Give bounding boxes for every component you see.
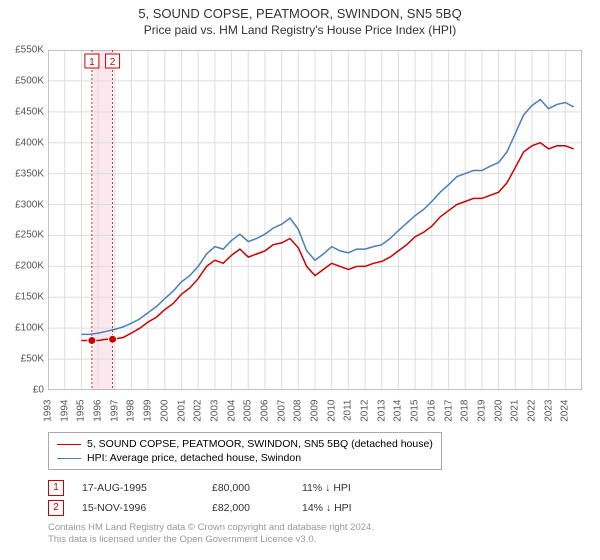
- x-tick-label: 2015: [410, 400, 421, 422]
- footer: Contains HM Land Registry data © Crown c…: [48, 522, 374, 547]
- legend-item: HPI: Average price, detached house, Swin…: [57, 451, 433, 465]
- x-tick-label: 2006: [259, 400, 270, 422]
- sales-table: 1 17-AUG-1995£80,00011% ↓ HPI 2 15-NOV-1996…: [48, 478, 392, 518]
- x-tick-label: 1994: [59, 400, 70, 422]
- x-tick-label: 2003: [209, 400, 220, 422]
- x-tick-label: 2005: [243, 400, 254, 422]
- x-tick-label: 2002: [193, 400, 204, 422]
- x-tick-label: 2012: [360, 400, 371, 422]
- y-tick-label: £50K: [21, 354, 44, 365]
- y-tick-label: £200K: [15, 261, 44, 272]
- legend-label: 5, SOUND COPSE, PEATMOOR, SWINDON, SN5 5…: [87, 438, 433, 450]
- y-tick-label: £100K: [15, 323, 44, 334]
- sale-delta: 14% ↓ HPI: [302, 502, 392, 514]
- x-tick-label: 2018: [460, 400, 471, 422]
- y-tick-label: £550K: [15, 45, 44, 56]
- legend-item: 5, SOUND COPSE, PEATMOOR, SWINDON, SN5 5…: [57, 437, 433, 451]
- x-tick-label: 2009: [310, 400, 321, 422]
- svg-text:2: 2: [110, 57, 116, 68]
- sale-row: 2 15-NOV-1996£82,00014% ↓ HPI: [48, 498, 392, 518]
- sale-date: 17-AUG-1995: [82, 482, 212, 494]
- x-tick-label: 2000: [159, 400, 170, 422]
- x-tick-label: 2016: [426, 400, 437, 422]
- x-tick-label: 2007: [276, 400, 287, 422]
- footer-line-2: This data is licensed under the Open Gov…: [48, 534, 374, 546]
- x-tick-label: 2014: [393, 400, 404, 422]
- y-tick-label: £0: [33, 385, 44, 396]
- sale-date: 15-NOV-1996: [82, 502, 212, 514]
- x-tick-label: 2010: [326, 400, 337, 422]
- plot-area: 12: [48, 50, 582, 390]
- x-tick-label: 2004: [226, 400, 237, 422]
- x-axis: 1993199419951996199719981999200020012002…: [48, 390, 582, 430]
- legend: 5, SOUND COPSE, PEATMOOR, SWINDON, SN5 5…: [48, 432, 442, 470]
- x-tick-label: 2008: [293, 400, 304, 422]
- legend-label: HPI: Average price, detached house, Swin…: [87, 452, 301, 464]
- y-tick-label: £250K: [15, 230, 44, 241]
- sale-row: 1 17-AUG-1995£80,00011% ↓ HPI: [48, 478, 392, 498]
- x-tick-label: 1997: [109, 400, 120, 422]
- x-tick-label: 2017: [443, 400, 454, 422]
- sale-marker: 2: [48, 500, 64, 516]
- legend-swatch: [57, 458, 81, 459]
- x-tick-label: 2013: [376, 400, 387, 422]
- x-tick-label: 2011: [343, 400, 354, 422]
- x-tick-label: 2024: [560, 400, 571, 422]
- sale-delta: 11% ↓ HPI: [302, 482, 392, 494]
- y-tick-label: £350K: [15, 168, 44, 179]
- sale-price: £82,000: [212, 502, 302, 514]
- svg-text:1: 1: [89, 57, 95, 68]
- footer-line-1: Contains HM Land Registry data © Crown c…: [48, 522, 374, 534]
- chart-svg: 12: [48, 50, 582, 390]
- y-axis: £0£50K£100K£150K£200K£250K£300K£350K£400…: [0, 50, 48, 390]
- x-tick-label: 2020: [493, 400, 504, 422]
- x-tick-label: 2023: [543, 400, 554, 422]
- x-tick-label: 2019: [476, 400, 487, 422]
- y-tick-label: £300K: [15, 199, 44, 210]
- x-tick-label: 2021: [510, 400, 521, 422]
- page-title: 5, SOUND COPSE, PEATMOOR, SWINDON, SN5 5…: [0, 0, 600, 21]
- chart-container: 5, SOUND COPSE, PEATMOOR, SWINDON, SN5 5…: [0, 0, 600, 560]
- legend-swatch: [57, 444, 81, 445]
- x-tick-label: 1998: [126, 400, 137, 422]
- sale-marker: 1: [48, 480, 64, 496]
- y-tick-label: £400K: [15, 137, 44, 148]
- x-tick-label: 1993: [43, 400, 54, 422]
- x-tick-label: 1996: [93, 400, 104, 422]
- sale-price: £80,000: [212, 482, 302, 494]
- x-tick-label: 2022: [526, 400, 537, 422]
- y-tick-label: £500K: [15, 75, 44, 86]
- x-tick-label: 1995: [76, 400, 87, 422]
- x-tick-label: 1999: [143, 400, 154, 422]
- y-tick-label: £150K: [15, 292, 44, 303]
- page-subtitle: Price paid vs. HM Land Registry's House …: [0, 21, 600, 37]
- x-tick-label: 2001: [176, 400, 187, 422]
- y-tick-label: £450K: [15, 106, 44, 117]
